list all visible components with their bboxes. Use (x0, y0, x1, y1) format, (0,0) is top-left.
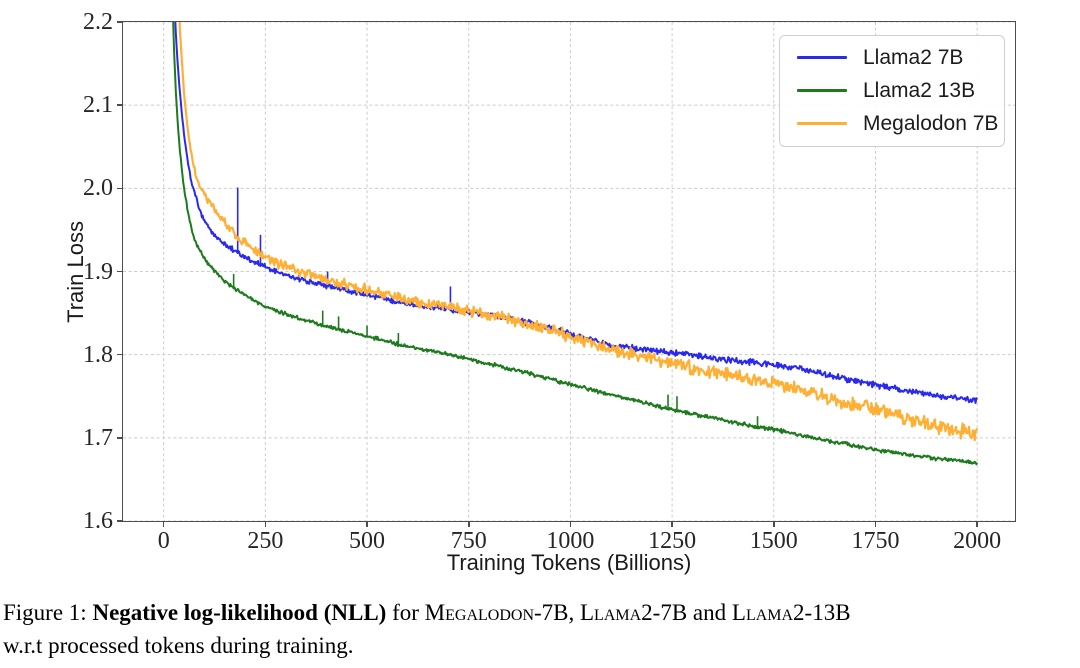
x-axis-label: Training Tokens (Billions) (446, 550, 692, 575)
caption-segment: Negative log-likelihood (NLL) (92, 600, 387, 625)
legend: Llama2 7B Llama2 13B Megalodon 7B (779, 35, 1005, 147)
x-tick-label: 1500 (749, 528, 798, 554)
x-tick-label: 250 (247, 528, 284, 554)
y-tick-mark (117, 104, 123, 106)
legend-line-megalodon-7b (797, 122, 847, 125)
caption-segment: Figure 1: (3, 600, 93, 625)
caption-segment: , (568, 600, 580, 625)
y-tick-mark (117, 353, 123, 356)
caption-segment: Megalodon-7B (424, 600, 569, 625)
x-tick-label: 750 (450, 528, 487, 554)
y-tick-mark (117, 437, 123, 439)
x-tick-mark (162, 521, 165, 527)
y-tick-mark (117, 187, 123, 190)
y-tick-mark (117, 520, 123, 522)
legend-label-megalodon-7b: Megalodon 7B (863, 111, 999, 135)
x-tick-mark (976, 521, 978, 527)
x-tick-mark (772, 521, 775, 527)
x-tick-mark (366, 521, 368, 527)
x-tick-label: 2000 (953, 528, 1002, 554)
x-tick-mark (671, 521, 673, 527)
y-tick-label: 2.0 (83, 175, 113, 202)
plot-area: 0 250 500 750 1000 1250 1500 1750 2000 1.6 1.7 1.8 1… (63, 9, 1016, 575)
x-tick-label: 0 (157, 528, 170, 554)
y-tick-label: 1.8 (83, 341, 113, 368)
x-tick-mark (467, 521, 470, 527)
caption-segment: Llama2-7B (580, 600, 688, 625)
legend-entry-megalodon-7b: Megalodon 7B (780, 107, 1004, 140)
legend-line-llama2-13b (797, 89, 847, 92)
y-tick-label: 1.7 (83, 424, 113, 451)
figure-caption: Figure 1: Negative log-likelihood (NLL) … (3, 596, 1080, 662)
legend-entry-llama2-7b: Llama2 7B (780, 41, 1004, 74)
x-tick-label: 1000 (546, 528, 595, 554)
y-tick-label: 1.6 (83, 508, 113, 534)
caption-line-1: Figure 1: Negative log-likelihood (NLL) … (3, 596, 1080, 629)
legend-entry-llama2-13b: Llama2 13B (780, 74, 1004, 107)
y-axis-label: Train Loss (63, 220, 88, 323)
caption-segment: for (386, 600, 425, 625)
legend-label-llama2-7b: Llama2 7B (863, 45, 964, 69)
x-tick-label: 1750 (851, 528, 900, 554)
y-tick-mark (117, 21, 123, 23)
legend-label-llama2-13b: Llama2 13B (863, 78, 976, 102)
x-tick-label: 1250 (648, 528, 697, 554)
legend-line-llama2-7b (797, 56, 847, 59)
y-tick-label: 2.1 (83, 92, 113, 119)
caption-segment: and (687, 600, 732, 625)
y-tick-label: 1.9 (83, 258, 113, 285)
x-tick-mark (874, 521, 877, 527)
y-tick-mark (117, 270, 123, 273)
x-tick-mark (569, 521, 572, 527)
caption-segment: Llama2-13B (731, 600, 851, 625)
caption-line-2: w.r.t processed tokens during training. (3, 633, 354, 658)
x-tick-mark (264, 521, 267, 527)
y-tick-label: 2.2 (83, 9, 113, 35)
x-tick-label: 500 (349, 528, 386, 554)
